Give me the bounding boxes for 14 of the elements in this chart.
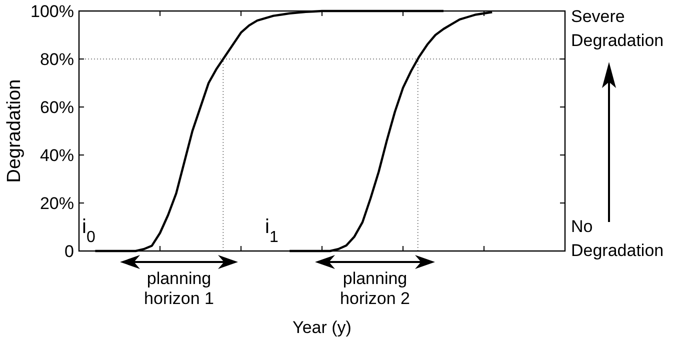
- annotation: i$_{1}$: [265, 216, 278, 246]
- y-tick-label: 60%: [40, 98, 74, 117]
- text: Severe Degradation: [571, 7, 664, 50]
- text: planning horizon 1: [144, 269, 214, 308]
- x-axis-title: Year (y): [292, 318, 352, 337]
- y-tick-label: 100%: [30, 2, 74, 21]
- y-tick-label: 0: [64, 242, 74, 261]
- y-axis-title: Degradation: [4, 79, 25, 183]
- annotation: i$_{0}$: [82, 216, 96, 246]
- text: planning horizon 2: [340, 269, 410, 308]
- text: No Degradation: [571, 217, 664, 260]
- y-tick-label: 40%: [40, 146, 74, 165]
- y-tick-label: 80%: [40, 50, 74, 69]
- y-tick-label: 20%: [40, 194, 74, 213]
